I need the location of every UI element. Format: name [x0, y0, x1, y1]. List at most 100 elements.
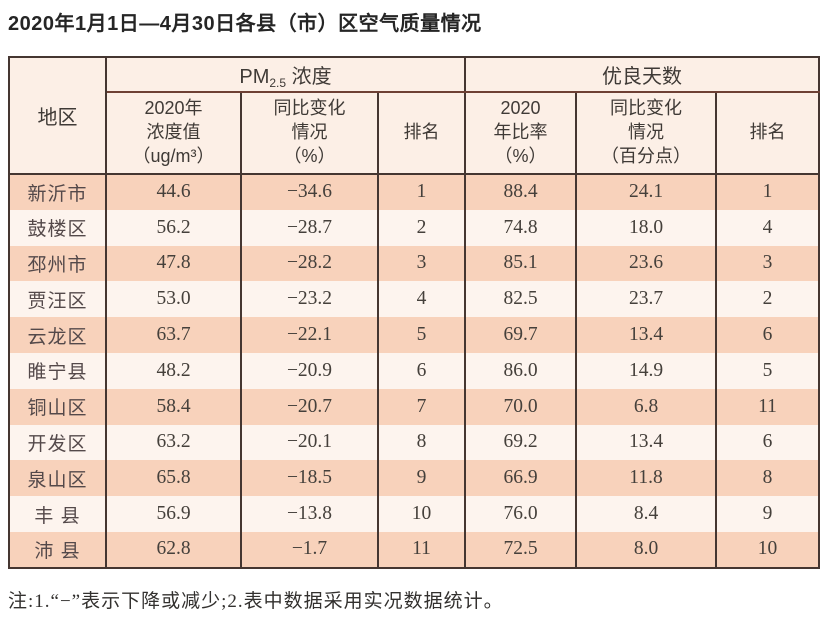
pm-rank-cell: 8 [377, 424, 466, 461]
page-title: 2020年1月1日—4月30日各县（市）区空气质量情况 [8, 13, 482, 35]
good-rank-cell: 9 [714, 496, 821, 532]
pm-rank-cell: 1 [377, 174, 466, 210]
footnote: 注:1.“−”表示下降或减少;2.表中数据采用实况数据统计。 [8, 590, 504, 612]
region-cell: 泉山区 [8, 460, 107, 497]
pm-change-cell: −22.1 [240, 317, 379, 353]
pm-rank-cell: 6 [377, 352, 466, 389]
pm-change-cell: −20.9 [240, 352, 379, 389]
pm-value-cell: 65.8 [105, 460, 242, 497]
region-cell: 睢宁县 [8, 352, 107, 389]
region-cell: 云龙区 [8, 317, 107, 353]
good-change-header: 同比变化 情况 （百分点） [575, 92, 717, 174]
pm-value-cell: 63.2 [105, 424, 242, 461]
pm-change-cell: −20.1 [240, 424, 379, 461]
good-rank-header: 排名 [714, 92, 821, 174]
good-rank-cell: 10 [714, 531, 821, 568]
pm-rank-cell: 9 [377, 460, 466, 497]
good-rank-cell: 2 [714, 281, 821, 318]
table-row: 睢宁县 48.2 −20.9 6 86.0 14.9 5 [8, 352, 821, 389]
region-cell: 丰 县 [8, 496, 107, 532]
good-rank-cell: 6 [714, 424, 821, 461]
good-rate-cell: 66.9 [464, 460, 577, 497]
good-change-cell: 6.8 [575, 388, 717, 425]
table-header: 地区 PM2.5 浓度 优良天数 2020年 浓度值 （ug/m³） 同比变化 … [8, 57, 821, 174]
table-row: 新沂市 44.6 −34.6 1 88.4 24.1 1 [8, 174, 821, 210]
region-column-header: 地区 [8, 57, 107, 174]
good-rate-cell: 85.1 [464, 245, 577, 282]
table-row: 丰 县 56.9 −13.8 10 76.0 8.4 9 [8, 496, 821, 532]
table-row: 沛 县 62.8 −1.7 11 72.5 8.0 10 [8, 531, 821, 568]
good-rate-cell: 72.5 [464, 531, 577, 568]
pm25-label-suffix: 浓度 [286, 65, 332, 88]
region-cell: 开发区 [8, 424, 107, 461]
pm-change-cell: −1.7 [240, 531, 379, 568]
table-row: 邳州市 47.8 −28.2 3 85.1 23.6 3 [8, 245, 821, 282]
air-quality-table: 地区 PM2.5 浓度 优良天数 2020年 浓度值 （ug/m³） 同比变化 … [8, 56, 821, 569]
pm-change-cell: −20.7 [240, 388, 379, 425]
good-days-group-header: 优良天数 [463, 57, 821, 93]
good-rate-cell: 69.2 [464, 424, 577, 461]
pm-change-header: 同比变化 情况 （%） [240, 92, 379, 174]
region-cell: 沛 县 [8, 531, 107, 568]
table-row: 泉山区 65.8 −18.5 9 66.9 11.8 8 [8, 460, 821, 497]
good-rank-cell: 6 [714, 317, 821, 353]
pm-rank-header: 排名 [377, 92, 466, 174]
table-row: 云龙区 63.7 −22.1 5 69.7 13.4 6 [8, 317, 821, 353]
pm-value-cell: 48.2 [105, 352, 242, 389]
pm-value-cell: 53.0 [105, 281, 242, 318]
table-row: 铜山区 58.4 −20.7 7 70.0 6.8 11 [8, 388, 821, 425]
good-change-cell: 8.4 [575, 496, 717, 532]
sub-header-row: 2020年 浓度值 （ug/m³） 同比变化 情况 （%） 排名 2020 年比… [9, 92, 821, 174]
good-rate-cell: 74.8 [464, 209, 577, 246]
good-rate-cell: 86.0 [464, 352, 577, 389]
good-rate-cell: 88.4 [464, 174, 577, 210]
pm-change-cell: −18.5 [240, 460, 379, 497]
good-change-cell: 8.0 [575, 531, 717, 568]
good-rate-cell: 69.7 [464, 317, 577, 353]
pm-rank-cell: 4 [377, 281, 466, 318]
region-cell: 铜山区 [8, 388, 107, 425]
region-cell: 鼓楼区 [8, 209, 107, 246]
pm-value-cell: 47.8 [105, 245, 242, 282]
pm-value-cell: 63.7 [105, 317, 242, 353]
group-header-row: 地区 PM2.5 浓度 优良天数 [8, 57, 821, 174]
good-rank-cell: 3 [714, 245, 821, 282]
good-rank-cell: 4 [714, 209, 821, 246]
pm-change-cell: −13.8 [240, 496, 379, 532]
region-cell: 邳州市 [8, 245, 107, 282]
good-rate-header: 2020 年比率 （%） [464, 92, 577, 174]
pm-value-cell: 58.4 [105, 388, 242, 425]
good-change-cell: 11.8 [575, 460, 717, 497]
pm-rank-cell: 7 [377, 388, 466, 425]
pm-rank-cell: 2 [377, 209, 466, 246]
pm25-subscript: 2.5 [269, 75, 287, 90]
table-row: 开发区 63.2 −20.1 8 69.2 13.4 6 [8, 424, 821, 461]
good-rank-cell: 5 [714, 352, 821, 389]
pm-value-cell: 56.2 [105, 209, 242, 246]
region-cell: 新沂市 [8, 174, 107, 210]
good-change-cell: 24.1 [575, 174, 717, 210]
good-change-cell: 18.0 [575, 209, 717, 246]
table-body: 新沂市 44.6 −34.6 1 88.4 24.1 1 鼓楼区 56.2 −2… [8, 174, 821, 568]
good-change-cell: 14.9 [575, 352, 717, 389]
good-rank-cell: 1 [714, 174, 821, 210]
good-change-cell: 23.7 [575, 281, 717, 318]
pm-value-cell: 44.6 [105, 174, 242, 210]
good-change-cell: 13.4 [575, 424, 717, 461]
good-rank-cell: 11 [714, 388, 821, 425]
good-change-cell: 23.6 [575, 245, 717, 282]
pm25-label-prefix: PM [239, 65, 270, 88]
pm-change-cell: −28.7 [240, 209, 379, 246]
pm-change-cell: −23.2 [240, 281, 379, 318]
pm-change-cell: −34.6 [240, 174, 379, 210]
good-rank-cell: 8 [714, 460, 821, 497]
pm-value-cell: 62.8 [105, 531, 242, 568]
table-row: 贾汪区 53.0 −23.2 4 82.5 23.7 2 [8, 281, 821, 318]
region-cell: 贾汪区 [8, 281, 107, 318]
pm-change-cell: −28.2 [240, 245, 379, 282]
pm-rank-cell: 11 [377, 531, 466, 568]
good-rate-cell: 82.5 [464, 281, 577, 318]
pm-value-header: 2020年 浓度值 （ug/m³） [105, 92, 242, 174]
pm-rank-cell: 10 [377, 496, 466, 532]
pm-value-cell: 56.9 [105, 496, 242, 532]
